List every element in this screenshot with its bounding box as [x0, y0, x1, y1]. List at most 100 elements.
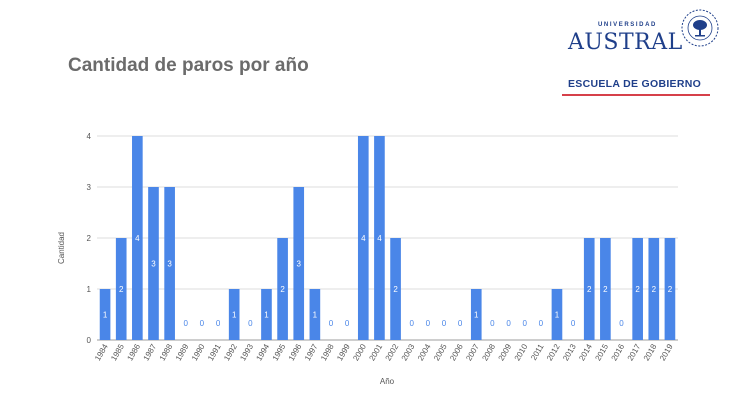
- bar: [600, 238, 611, 340]
- bar: [583, 238, 595, 340]
- bar: [277, 238, 288, 340]
- x-tick-label: 2019: [658, 342, 675, 362]
- x-tick-label: 2012: [545, 342, 562, 362]
- logo-university-label: UNIVERSIDAD: [598, 22, 657, 28]
- x-tick-label: 1990: [190, 342, 207, 362]
- grid-lines: [97, 135, 678, 341]
- x-tick-label: 1998: [319, 342, 336, 362]
- logo-divider: [562, 94, 710, 96]
- x-tick-label: 2004: [416, 342, 433, 362]
- y-axis-title: Cantidad: [57, 232, 66, 264]
- bar-value-label: 0: [426, 319, 431, 328]
- bars: [99, 136, 676, 340]
- bar-value-label: 1: [232, 311, 237, 320]
- bar-value-label: 0: [490, 319, 495, 328]
- bar-value-label: 2: [668, 285, 673, 294]
- x-tick-label: 1987: [142, 342, 159, 362]
- bar-value-label: 2: [587, 285, 592, 294]
- chart-title: Cantidad de paros por año: [68, 55, 309, 76]
- x-tick-label: 2002: [384, 342, 401, 362]
- bar: [293, 187, 305, 340]
- x-tick-label: 2017: [626, 342, 643, 362]
- bar-value-label: 3: [297, 260, 302, 269]
- y-tick-label: 3: [87, 183, 92, 192]
- bar-value-label: 1: [474, 311, 479, 320]
- bar-value-label: 2: [603, 285, 608, 294]
- bar-value-label: 4: [377, 234, 382, 243]
- x-tick-label: 2016: [610, 342, 627, 362]
- bar: [99, 289, 111, 340]
- bar-value-label: 0: [619, 319, 624, 328]
- bar: [261, 289, 272, 340]
- x-tick-label: 2003: [400, 342, 417, 362]
- logo-university-name: AUSTRAL: [568, 30, 683, 55]
- seal-icon: [681, 9, 719, 47]
- bar: [228, 289, 240, 340]
- x-tick-label: 2000: [351, 342, 368, 362]
- x-tick-label: 2005: [432, 342, 449, 362]
- x-axis-title: Año: [380, 377, 395, 386]
- bar: [551, 289, 563, 340]
- x-tick-label: 1992: [222, 342, 239, 362]
- y-tick-label: 0: [87, 336, 92, 345]
- x-tick-label: 1996: [287, 342, 304, 362]
- x-tick-label: 1985: [109, 342, 126, 362]
- y-tick-label: 2: [87, 234, 92, 243]
- bar-value-label: 2: [119, 285, 124, 294]
- bar: [374, 136, 385, 340]
- x-tick-label: 2013: [561, 342, 578, 362]
- bar-value-label: 1: [103, 311, 108, 320]
- y-tick-label: 1: [87, 285, 92, 294]
- x-tick-label: 2010: [513, 342, 530, 362]
- x-tick-label: 1989: [174, 342, 191, 362]
- x-tick-label: 1994: [254, 342, 271, 362]
- bar-value-label: 0: [329, 319, 334, 328]
- bar: [470, 289, 482, 340]
- x-tick-label: 2006: [448, 342, 465, 362]
- bar-value-label: 0: [522, 319, 527, 328]
- bar-value-label: 0: [200, 319, 205, 328]
- x-tick-label: 2007: [464, 342, 481, 362]
- bar-value-label: 1: [555, 311, 560, 320]
- bar-value-label: 0: [506, 319, 511, 328]
- logo-school-name: ESCUELA DE GOBIERNO: [568, 78, 702, 90]
- bar: [664, 238, 676, 340]
- x-tick-label: 1991: [206, 342, 223, 362]
- bar-value-label: 3: [151, 260, 156, 269]
- bar: [309, 289, 321, 340]
- bar-value-label: 2: [393, 285, 398, 294]
- bar-value-label: 0: [345, 319, 350, 328]
- y-axis-ticks: 0 1 2 3 4: [87, 132, 92, 345]
- bar: [648, 238, 660, 340]
- x-tick-label: 2015: [593, 342, 610, 362]
- bar: [132, 136, 143, 340]
- x-tick-label: 1993: [238, 342, 255, 362]
- x-tick-label: 2011: [529, 342, 546, 362]
- bar-value-label: 0: [184, 319, 189, 328]
- bar-value-label: 2: [280, 285, 285, 294]
- bar-value-label: 0: [571, 319, 576, 328]
- x-tick-label: 1986: [125, 342, 142, 362]
- x-tick-label: 2018: [642, 342, 659, 362]
- bar-value-label: 0: [539, 319, 544, 328]
- x-tick-label: 1999: [335, 342, 352, 362]
- bar: [390, 238, 401, 340]
- bar-value-label: 0: [216, 319, 221, 328]
- bar-value-label: 4: [361, 234, 366, 243]
- bar-value-label: 1: [264, 311, 269, 320]
- x-tick-label: 1984: [93, 342, 110, 362]
- bar: [357, 136, 369, 340]
- x-tick-label: 1988: [158, 342, 175, 362]
- bar: [632, 238, 643, 340]
- x-axis-ticks: 1984 1985 1986 1987 1988 1989 1990 1991 1992 1993…: [93, 342, 675, 362]
- bar-value-label: 4: [135, 234, 140, 243]
- bar-value-label: 2: [635, 285, 640, 294]
- bar-value-labels: 1 2 4 3 3 0 0 0 1 0 1 2 3 1 0 0 4 4 2 0 0 0 0 1 0 0 0 0 1 0 2 2 0 2 2 2: [103, 234, 673, 328]
- x-tick-label: 2014: [577, 342, 594, 362]
- bar-value-label: 0: [248, 319, 253, 328]
- x-tick-label: 1997: [303, 342, 320, 362]
- bar-value-label: 3: [167, 260, 172, 269]
- bar: [148, 187, 159, 340]
- university-logo: UNIVERSIDAD AUSTRAL ESCUELA DE GOBIERNO: [562, 8, 722, 98]
